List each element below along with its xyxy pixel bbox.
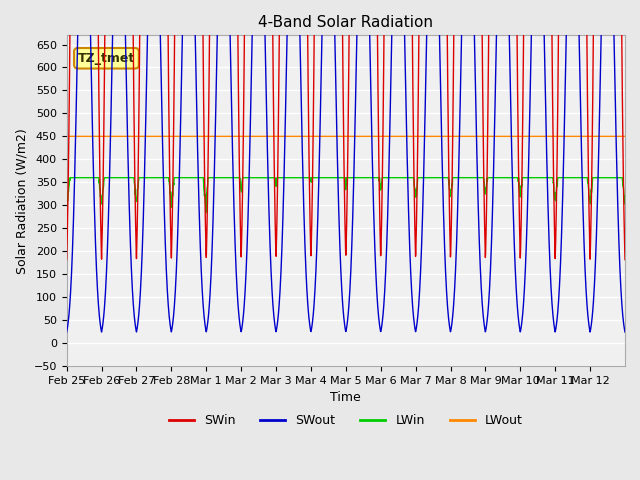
Y-axis label: Solar Radiation (W/m2): Solar Radiation (W/m2) xyxy=(15,128,28,274)
X-axis label: Time: Time xyxy=(330,391,361,404)
Legend: SWin, SWout, LWin, LWout: SWin, SWout, LWin, LWout xyxy=(164,409,528,432)
Title: 4-Band Solar Radiation: 4-Band Solar Radiation xyxy=(259,15,433,30)
Text: TZ_tmet: TZ_tmet xyxy=(78,52,135,65)
